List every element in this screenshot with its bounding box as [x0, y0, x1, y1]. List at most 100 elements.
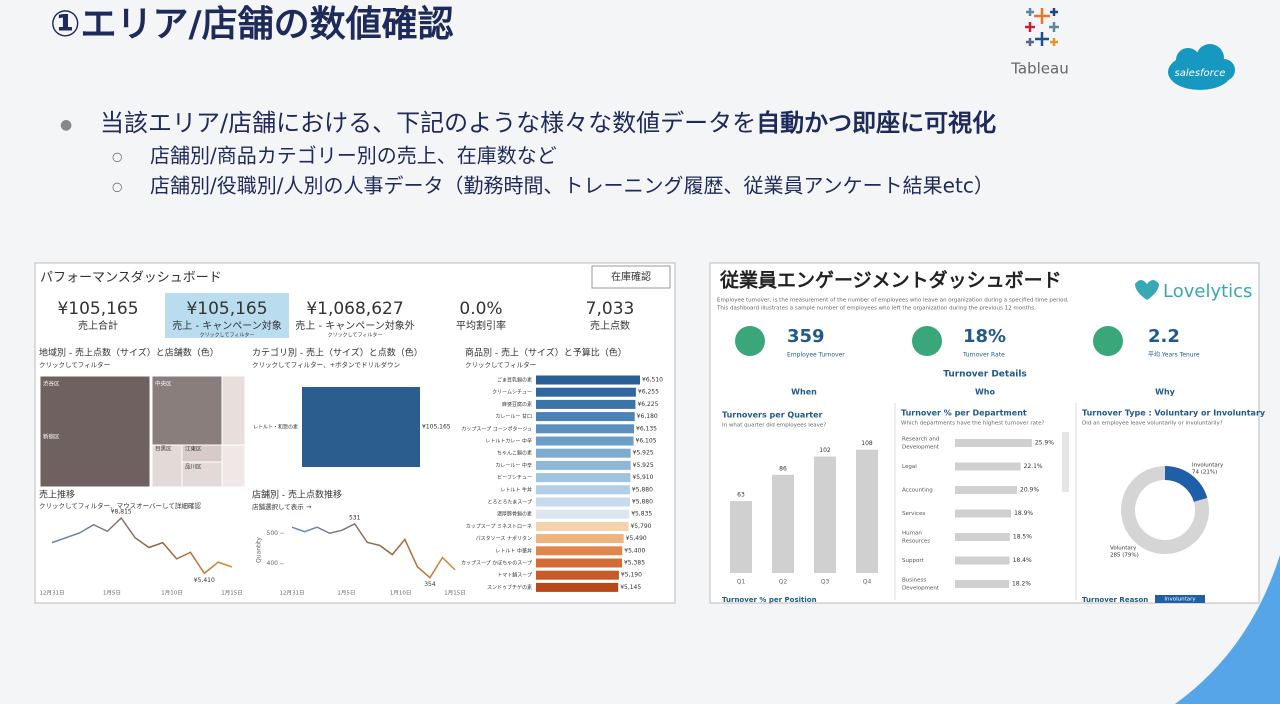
product-bar — [536, 509, 630, 519]
section-title: Turnover Details — [943, 370, 1027, 380]
section-subtitle: クリックしてフィルター — [39, 360, 110, 369]
bar-label: 25.9% — [1035, 440, 1054, 447]
product-bar — [536, 399, 636, 409]
section-title: 地域別 - 売上点数（サイズ）と店舗数（色） — [39, 347, 219, 359]
bar-label: 18.4% — [1013, 557, 1032, 564]
bar — [814, 456, 836, 573]
product-value: ¥5,490 — [626, 535, 647, 542]
kpi-value: ¥105,165 — [186, 299, 267, 319]
bar — [772, 474, 794, 573]
product-bar — [536, 582, 619, 592]
product-name: カレールー 甘口 — [495, 413, 532, 420]
salesforce-logo — [1168, 44, 1235, 90]
chart-title: Turnover % per Department — [901, 409, 1027, 418]
treemap-cell — [151, 444, 183, 488]
bar — [856, 449, 878, 573]
kpi-label: 売上合計 — [78, 319, 118, 332]
product-value: ¥6,135 — [636, 425, 657, 432]
product-name: ビーフシチュー — [497, 474, 532, 481]
kpi-label: Turnover Rate — [962, 352, 1005, 359]
x-tick-label: 12月31日 — [40, 590, 65, 597]
chart-title: Turnover Type : Voluntary or Involuntary — [1082, 409, 1266, 418]
slice-label: 285 (79%) — [1110, 553, 1139, 559]
bar-label: 18.2% — [1012, 581, 1031, 588]
treemap-label: 品川区 — [185, 464, 202, 471]
sub-bullet: ○ — [112, 180, 122, 194]
dashboard-title: パフォーマンスダッシュボード — [40, 271, 222, 286]
brand-name: Lovelytics — [1163, 281, 1252, 302]
slice-name: Involuntary — [1192, 463, 1224, 469]
x-tick-label: 1月15日 — [221, 590, 243, 597]
kpi-note: クリックしてフィルター — [200, 332, 255, 339]
filter-label: Involuntary — [1164, 597, 1196, 603]
section-title: カテゴリ別 - 売上（サイズ）と点数（色） — [252, 347, 423, 359]
bar — [955, 556, 1010, 565]
product-value: ¥5,835 — [631, 511, 652, 518]
brand-icon — [1135, 280, 1159, 300]
treemap-label: 江東区 — [185, 445, 202, 453]
section-subtitle: 店舗選択して表示 → — [252, 502, 312, 511]
product-bar — [536, 424, 635, 434]
category-label: Services — [902, 511, 925, 517]
kpi-note: クリックしてフィルター — [328, 332, 383, 339]
product-value: ¥5,400 — [624, 547, 645, 554]
kpi-label: 平均割引率 — [456, 319, 506, 332]
chart-title: Turnovers per Quarter — [722, 411, 823, 420]
trend-line — [291, 522, 456, 579]
section-title: 店舗別 - 売上点数推移 — [252, 489, 342, 501]
bar-label: 108 — [861, 440, 873, 447]
chart-title: Turnover Reason — [1082, 596, 1148, 604]
slide-title: ①エリア/店舗の数値確認 — [50, 4, 454, 45]
product-name: カップスープ ミネストローネ — [466, 524, 532, 530]
sub-bullet: ○ — [112, 150, 122, 164]
logo-text: salesforce — [1175, 68, 1226, 79]
treemap-cell — [181, 461, 223, 488]
kpi-value: ¥1,068,627 — [306, 299, 403, 319]
kpi-icon — [912, 326, 942, 356]
product-value: ¥5,910 — [632, 474, 653, 481]
category-label: レトルト・和惣の素 — [253, 424, 298, 431]
column-title: When — [791, 388, 817, 397]
slice-label: 74 (21%) — [1192, 470, 1217, 476]
kpi-label: 売上 - キャンペーン対象 — [172, 319, 281, 332]
treemap-label: 中央区 — [155, 380, 172, 388]
category-label: Business — [902, 578, 926, 584]
trend-line — [51, 516, 233, 575]
description: This dashboard illustrates a sample numb… — [716, 306, 1036, 312]
bar — [955, 580, 1009, 588]
chart-subtitle: Which departments have the highest turno… — [901, 421, 1045, 427]
bar — [955, 439, 1032, 447]
kpi-value: 7,033 — [586, 299, 635, 319]
product-bar — [536, 436, 634, 446]
product-name: カップスープ コーンポタージュ — [461, 425, 532, 432]
kpi-label: Employee Turnover — [787, 352, 845, 359]
button[interactable] — [591, 265, 671, 289]
column-title: Who — [975, 388, 996, 397]
product-value: ¥5,925 — [633, 450, 654, 457]
product-bar — [536, 521, 629, 531]
treemap-cell — [39, 375, 151, 488]
chart-subtitle: In what quarter did employees leave? — [722, 423, 826, 429]
product-value: ¥6,180 — [637, 413, 658, 420]
bullet-span: 当該エリア/店舗における、下記のような様々な数値データを — [100, 109, 756, 137]
product-bar — [536, 387, 636, 397]
product-value: ¥5,790 — [630, 523, 651, 530]
bar — [730, 501, 752, 573]
product-bar — [536, 534, 624, 544]
product-value: ¥5,880 — [632, 486, 653, 493]
category-label: Research and — [902, 437, 939, 443]
filter-tag — [1155, 595, 1205, 603]
product-name: ごま豆乳鍋の素 — [497, 377, 532, 384]
kpi-value: 2.2 — [1148, 326, 1180, 347]
donut-slice — [1165, 466, 1208, 502]
trend-annotation: ¥8,815 — [111, 509, 132, 516]
section-title: 売上推移 — [39, 489, 75, 501]
treemap-cell — [151, 375, 223, 446]
category-label: Legal — [902, 464, 917, 470]
tableau-logo — [1025, 8, 1059, 46]
bullet: ● — [60, 117, 72, 133]
treemap-cell — [221, 375, 246, 446]
slice-name: Voluntary — [1110, 546, 1137, 552]
